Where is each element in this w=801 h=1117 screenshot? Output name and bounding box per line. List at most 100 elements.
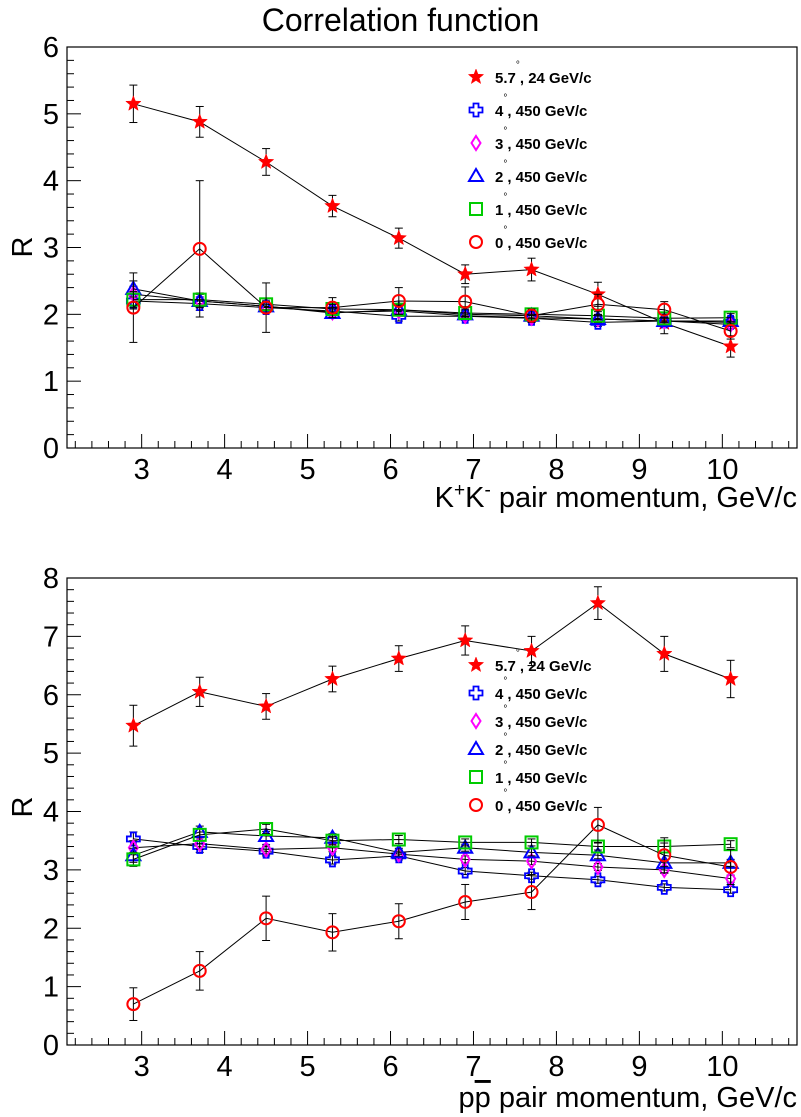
y-tick-label: 2 [43,299,59,331]
data-point [125,95,142,111]
data-point [457,863,473,879]
legend-marker [467,68,485,85]
legend-label-main: 2 [495,742,503,759]
legend-label-main: 5.7 [495,70,516,87]
data-point [523,260,540,277]
legend-degree: ° [516,60,520,71]
series-line [133,602,731,727]
legend-label: 0°, 450 GeV/c [495,788,587,815]
legend-marker [469,235,483,249]
y-axis-title: R [7,797,39,818]
data-point [723,324,738,339]
data-point [391,914,406,929]
legend-label: 5.7°, 24 GeV/c [495,60,592,87]
data-point [456,265,474,282]
data-point [589,846,607,862]
series-0 [125,586,739,747]
data-point [126,852,141,867]
y-tick-label: 2 [43,913,59,945]
x-tick-label: 5 [299,1051,315,1083]
legend-label-rest: , 450 GeV/c [507,202,587,219]
y-tick-label: 0 [43,1030,59,1062]
x-tick-label: 4 [217,454,233,486]
x-tick-label: 6 [382,1051,398,1083]
data-point [192,963,207,978]
legend-label-rest: , 450 GeV/c [507,798,587,815]
x-tick-label: 9 [631,454,647,486]
legend-label-main: 1 [495,202,503,219]
data-point [326,838,339,857]
legend: 5.7°, 24 GeV/c4°, 450 GeV/c3°, 450 GeV/c… [467,648,592,815]
legend-marker [469,202,483,216]
x-axis-title: K+K- pair momentum, GeV/c [435,480,797,514]
legend-degree: ° [503,93,507,104]
x-tick-label: 8 [548,1051,564,1083]
data-point [723,882,739,898]
series-1 [125,831,739,898]
legend-degree: ° [503,788,507,799]
data-point [191,113,208,129]
data-point [192,241,207,256]
y-tick-label: 7 [43,621,59,653]
y-tick-label: 5 [43,738,59,770]
data-point [192,827,207,842]
y-tick-label: 1 [43,366,59,398]
data-point [590,297,605,312]
data-point [657,302,672,317]
legend-label: 3°, 450 GeV/c [495,126,587,153]
legend-marker [469,798,483,812]
legend-label: 1°, 450 GeV/c [495,192,587,219]
legend-label-rest: , 24 GeV/c [520,658,592,675]
legend-label-main: 3 [495,714,503,731]
series-5 [126,180,738,343]
x-tick-label: 10 [706,1051,738,1083]
page-title: Correlation function [261,2,540,38]
data-point [456,631,474,648]
x-axis-title-part: p [459,1082,475,1114]
legend-label: 2°, 450 GeV/c [495,159,587,186]
legend-degree: ° [503,126,507,137]
data-point [524,868,539,884]
legend-label-rest: , 450 GeV/c [507,169,587,186]
legend-marker [467,167,485,182]
series-line [133,831,731,864]
legend-label-rest: , 450 GeV/c [507,103,587,120]
data-point [391,832,406,847]
data-point [525,852,538,870]
legend-label: 3°, 450 GeV/c [495,704,587,731]
data-point [524,885,539,900]
y-tick-label: 0 [43,433,59,465]
legend-label: 4°, 450 GeV/c [495,93,587,120]
legend-label-main: 1 [495,770,503,787]
legend-marker [467,656,485,673]
x-axis-title-part: pair momentum, GeV/c [491,1082,797,1114]
x-axis-title-part: K [465,482,485,514]
series-line [133,824,731,1005]
data-point [722,337,739,354]
data-point [191,683,208,699]
data-point [459,850,471,869]
data-point [259,911,274,926]
series-5 [126,806,738,1021]
legend-label: 2°, 450 GeV/c [495,732,587,759]
legend-degree: ° [503,192,507,203]
legend-label-rest: , 450 GeV/c [507,770,587,787]
x-axis-title: pp pair momentum, GeV/c [459,1082,798,1114]
data-point [126,300,141,315]
series-line [133,838,731,891]
data-point [391,293,406,308]
data-point [723,859,738,874]
legend-marker [469,770,483,784]
data-point [524,835,539,850]
data-point [325,833,340,848]
y-axis-title: R [7,237,39,258]
legend-marker [467,740,485,755]
y-tick-label: 6 [43,32,59,64]
legend-degree: ° [503,732,507,743]
legend-label-main: 3 [495,136,503,153]
legend-label-main: 5.7 [495,658,516,675]
x-axis-title-sup: + [454,480,465,501]
data-point [590,817,605,832]
legend-label-main: 0 [495,235,503,252]
legend-marker [468,685,484,701]
